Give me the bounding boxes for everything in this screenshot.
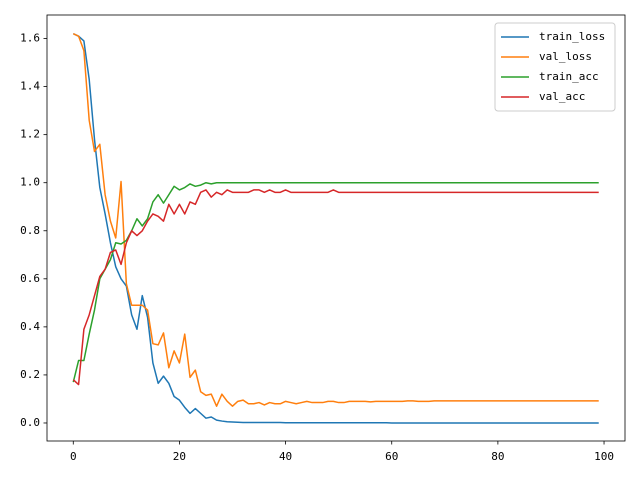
y-tick-label: 1.4 (20, 80, 40, 93)
x-tick-label: 80 (491, 450, 504, 463)
y-tick-label: 0.2 (20, 368, 40, 381)
x-tick-label: 0 (70, 450, 77, 463)
y-tick-label: 1.6 (20, 32, 40, 45)
y-tick-label: 1.2 (20, 128, 40, 141)
x-tick-label: 20 (173, 450, 186, 463)
legend-box (494, 22, 616, 112)
y-tick-label: 0.4 (20, 320, 40, 333)
x-tick-label: 40 (279, 450, 292, 463)
x-tick-label: 60 (385, 450, 398, 463)
y-tick-label: 0.0 (20, 416, 40, 429)
y-tick-label: 0.6 (20, 272, 40, 285)
y-tick-label: 0.8 (20, 224, 40, 237)
series-line (72, 33, 599, 407)
y-tick-label: 1.0 (20, 176, 40, 189)
axes-frame (46, 14, 626, 442)
series-line (72, 33, 599, 424)
legend-label: train_loss (539, 30, 605, 43)
x-tick-label: 100 (594, 450, 614, 463)
legend-label: val_acc (539, 90, 585, 103)
legend-label: val_loss (539, 50, 592, 63)
series-line (72, 189, 599, 386)
legend-label: train_acc (539, 70, 599, 83)
series-line (72, 181, 599, 383)
